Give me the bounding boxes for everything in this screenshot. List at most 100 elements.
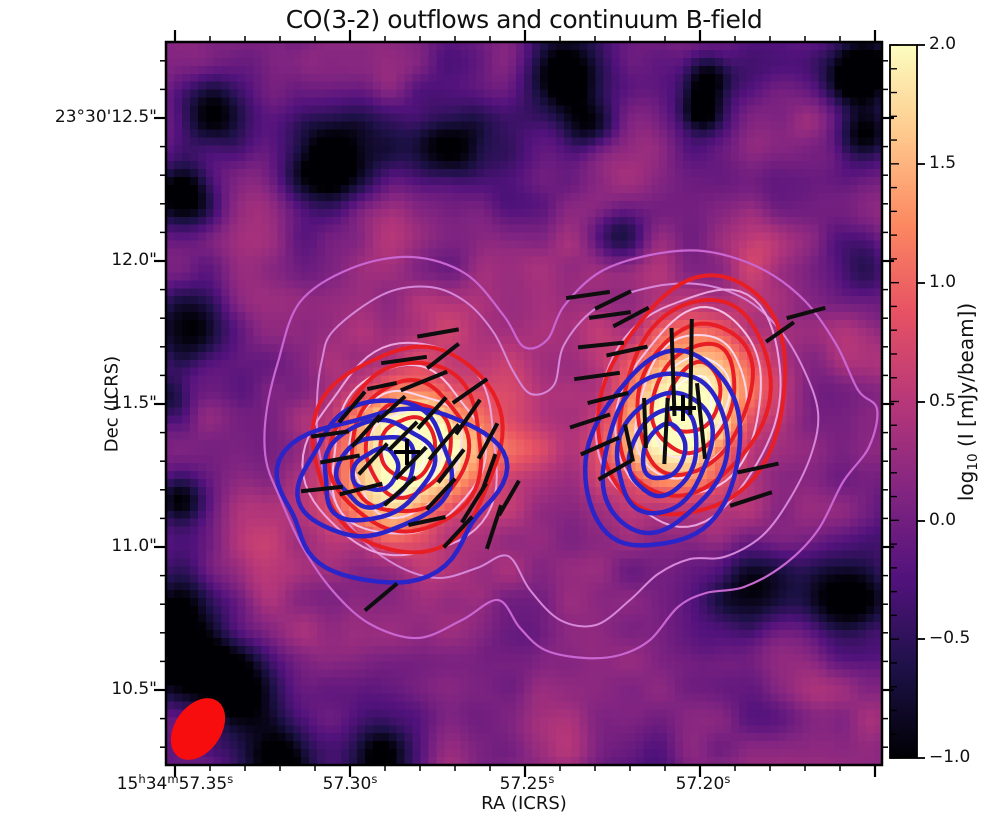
figure-title: CO(3-2) outflows and continuum B-field <box>285 5 763 34</box>
bfield-segment <box>416 396 448 430</box>
tick-label-text: 34 <box>145 774 168 794</box>
bfield-segment <box>442 515 474 549</box>
bfield-segment <box>339 481 383 497</box>
intensity-map-raster <box>166 42 882 765</box>
x-axis-label: RA (ICRS) <box>481 793 567 814</box>
tick-label-sup: s <box>548 771 555 786</box>
bfield-segment <box>612 305 650 329</box>
bfield-segment <box>350 414 382 448</box>
bfield-segment <box>569 412 611 430</box>
bfield-segment <box>436 448 466 484</box>
bfield-segment <box>497 479 521 517</box>
bfield-segment <box>425 477 457 511</box>
bfield-segment <box>786 305 826 321</box>
tick-label-text: (I [mJy/beam]) <box>954 302 978 454</box>
bfield-segment <box>357 442 389 476</box>
bfield-segment <box>565 289 611 301</box>
bfield-segment <box>300 484 344 494</box>
redshifted-outflow-contour <box>326 360 483 534</box>
tick-label-sup: s <box>227 771 234 786</box>
colorbar-tick-label: −1.0 <box>929 747 971 767</box>
bfield-segment <box>451 377 489 405</box>
blueshifted-outflow-contour <box>582 348 743 548</box>
tick-label-text: 15 <box>116 774 139 794</box>
blueshifted-outflow-contour <box>274 406 510 585</box>
bfield-segment <box>695 382 707 460</box>
blueshifted-outflow-contour <box>350 445 401 493</box>
bfield-segment <box>623 423 635 463</box>
redshifted-outflow-contour <box>349 378 472 513</box>
tick-label-text: 57.30 <box>322 774 372 794</box>
bfield-segment <box>597 458 633 482</box>
bfield-segment <box>380 354 428 366</box>
bfield-segment <box>737 461 779 475</box>
bfield-segment <box>729 490 773 508</box>
bfield-segment <box>662 397 670 465</box>
bfield-segment <box>594 289 632 311</box>
tick-label-sub: 10 <box>964 453 981 471</box>
colorbar-label: log10 (I [mJy/beam]) <box>954 302 981 502</box>
bfield-segment <box>427 423 461 461</box>
bfield-segment <box>579 435 621 457</box>
bfield-segment <box>400 369 448 393</box>
tick-label-text: 57.25 <box>499 774 549 794</box>
bfield-segment <box>454 398 482 436</box>
bfield-segment <box>407 515 447 527</box>
bfield-segment <box>319 453 361 465</box>
y-tick-label: 11.5" <box>111 393 157 413</box>
bfield-segment <box>394 445 428 481</box>
tick-label-text: 57.35 <box>178 774 228 794</box>
bfield-segment <box>425 342 461 370</box>
bfield-segment <box>669 327 677 417</box>
bfield-segment <box>363 581 399 613</box>
colorbar-tick-label: 0.5 <box>929 391 957 411</box>
bfield-segment <box>366 380 398 392</box>
bfield-segment <box>476 422 500 460</box>
bfield-segment <box>387 420 419 452</box>
tick-label-sup: m <box>167 771 179 786</box>
tick-label-text: 57.20 <box>675 774 725 794</box>
bfield-segment <box>606 344 648 358</box>
bfield-segment <box>416 327 460 339</box>
colorbar-tick-label: 1.5 <box>929 153 957 173</box>
redshifted-outflow-contour <box>635 321 755 478</box>
bfield-segment <box>588 310 632 320</box>
tick-label-text: log <box>954 470 978 502</box>
x-tick-label: 57.30s <box>322 771 378 794</box>
tick-label-sup: s <box>371 771 378 786</box>
tick-label-sup: h <box>138 771 146 786</box>
continuum-contour-outer-1 <box>263 249 879 660</box>
y-tick-label: 12.0" <box>111 250 157 270</box>
bfield-segment <box>375 394 407 424</box>
colorbar-tick-label: −0.5 <box>929 628 971 648</box>
contour-overlay <box>170 249 879 760</box>
colorbar-tick-label: 0.0 <box>929 510 957 530</box>
bfield-segment <box>383 475 417 507</box>
bfield-segment <box>764 320 796 344</box>
tick-label-sup: s <box>724 771 731 786</box>
blueshifted-outflow-contour <box>295 398 455 539</box>
colorbar-tick-label: 2.0 <box>929 34 957 54</box>
redshifted-outflow-contour <box>310 344 505 555</box>
beam-ellipse <box>170 698 226 760</box>
bfield-segment <box>577 340 625 350</box>
x-tick-label: 15h34m57.35s <box>116 771 234 794</box>
continuum-contour <box>665 375 713 438</box>
bfield-segment <box>642 397 648 449</box>
bfield-segment <box>573 370 621 382</box>
continuum-contour-outer-2 <box>315 282 820 628</box>
x-tick-label: 57.20s <box>675 771 731 794</box>
bfield-segment <box>337 390 367 424</box>
bfield-segment <box>688 318 694 416</box>
redshifted-outflow-contour <box>617 297 773 498</box>
bfield-segment <box>587 390 629 406</box>
plot-frame <box>164 40 884 767</box>
y-tick-label: 11.0" <box>111 536 157 556</box>
blueshifted-outflow-contour <box>626 406 699 499</box>
blueshifted-outflow-contour <box>614 390 715 516</box>
bfield-segment <box>460 482 488 524</box>
y-tick-label: 10.5" <box>111 679 157 699</box>
redshifted-outflow-contour <box>595 273 788 517</box>
